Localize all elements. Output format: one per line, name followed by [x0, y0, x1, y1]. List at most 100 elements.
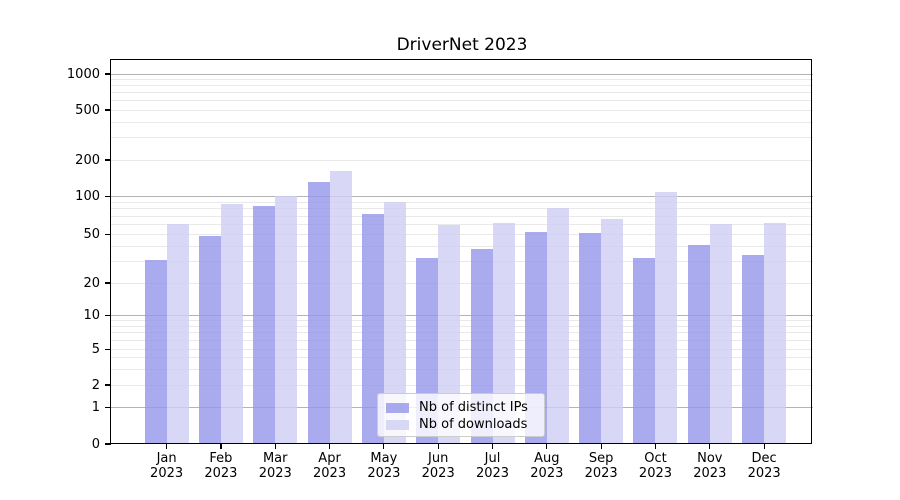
x-tick-label-feb: Feb 2023	[204, 451, 238, 481]
bar-downloads-apr	[329, 171, 352, 444]
x-tick-jan	[166, 444, 168, 449]
y-tick-label-1000: 1000	[66, 66, 100, 82]
x-tick-aug	[546, 444, 548, 449]
major-gridline	[111, 314, 813, 316]
y-tick-label-0: 0	[91, 436, 100, 452]
x-tick-label-jan: Jan 2023	[150, 451, 184, 481]
x-tick-dec	[763, 444, 765, 449]
legend-swatch-downloads	[386, 419, 409, 430]
bar-downloads-aug	[546, 207, 569, 444]
minor-gridline	[111, 100, 813, 102]
bar-downloads-oct	[655, 191, 678, 444]
x-tick-label-sep: Sep 2023	[584, 451, 618, 481]
x-tick-label-dec: Dec 2023	[747, 451, 781, 481]
bar-distinct-ips-may	[361, 213, 384, 444]
bar-downloads-dec	[764, 222, 787, 444]
y-tick-50	[105, 233, 111, 236]
bar-distinct-ips-dec	[742, 254, 765, 444]
minor-gridline	[111, 332, 813, 334]
x-tick-sep	[600, 444, 602, 449]
bar-downloads-sep	[601, 218, 624, 444]
bar-distinct-ips-jan	[144, 259, 167, 444]
x-tick-label-nov: Nov 2023	[693, 451, 727, 481]
minor-gridline	[111, 85, 813, 87]
y-tick-label-50: 50	[83, 227, 100, 242]
bar-distinct-ips-mar	[253, 206, 276, 444]
y-tick-label-5: 5	[91, 341, 100, 357]
bar-distinct-ips-nov	[687, 245, 710, 444]
y-tick-label-10: 10	[83, 307, 100, 323]
minor-gridline	[111, 159, 813, 161]
minor-gridline	[111, 319, 813, 321]
y-tick-label-200: 200	[75, 152, 100, 168]
minor-gridline	[111, 357, 813, 359]
bar-downloads-may	[383, 202, 406, 444]
y-tick-2	[105, 384, 111, 386]
bar-downloads-jan	[166, 223, 189, 444]
y-tick-label-500: 500	[75, 102, 100, 118]
bar-distinct-ips-sep	[579, 233, 602, 444]
bar-downloads-feb	[220, 204, 243, 444]
x-tick-label-jul: Jul 2023	[475, 451, 510, 481]
y-tick-100	[105, 196, 111, 198]
legend-label-distinct-ips: Nb of distinct IPs	[419, 400, 528, 415]
minor-gridline	[111, 109, 813, 111]
minor-gridline	[111, 201, 813, 203]
y-tick-20	[105, 282, 111, 284]
y-tick-5	[105, 348, 111, 350]
y-tick-label-100: 100	[75, 189, 100, 205]
minor-gridline	[111, 348, 813, 350]
minor-gridline	[111, 282, 813, 284]
bar-distinct-ips-aug	[524, 232, 547, 444]
y-tick-1	[105, 406, 111, 408]
x-tick-label-jun: Jun 2023	[421, 451, 455, 481]
x-tick-jul	[491, 444, 494, 449]
x-tick-apr	[328, 444, 331, 449]
bar-distinct-ips-feb	[198, 235, 221, 444]
y-tick-10	[105, 314, 111, 316]
y-tick-0	[105, 443, 111, 445]
bar-downloads-mar	[275, 196, 298, 444]
chart-title: DriverNet 2023	[396, 35, 528, 55]
minor-gridline	[111, 215, 813, 217]
y-tick-label-20: 20	[83, 275, 100, 291]
x-tick-label-apr: Apr 2023	[313, 451, 347, 481]
major-gridline	[111, 196, 813, 198]
minor-gridline	[111, 325, 813, 327]
bar-downloads-nov	[709, 223, 732, 444]
legend-swatch-distinct-ips	[386, 402, 409, 413]
legend-label-downloads: Nb of downloads	[419, 417, 528, 432]
y-tick-label-1: 1	[91, 399, 100, 415]
minor-gridline	[111, 78, 813, 80]
minor-gridline	[111, 261, 813, 263]
bar-distinct-ips-oct	[633, 258, 656, 444]
x-tick-label-aug: Aug 2023	[530, 451, 564, 481]
minor-gridline	[111, 245, 813, 247]
y-tick-label-2: 2	[91, 377, 100, 393]
minor-gridline	[111, 137, 813, 139]
bar-distinct-ips-apr	[307, 181, 330, 444]
minor-gridline	[111, 121, 813, 123]
minor-gridline	[111, 384, 813, 386]
minor-gridline	[111, 208, 813, 210]
minor-gridline	[111, 368, 813, 370]
x-tick-jun	[437, 444, 439, 449]
x-tick-may	[383, 444, 385, 449]
x-tick-label-mar: Mar 2023	[258, 451, 292, 481]
minor-gridline	[111, 224, 813, 226]
minor-gridline	[111, 92, 813, 94]
x-tick-mar	[274, 444, 276, 449]
major-gridline	[111, 73, 813, 75]
x-tick-label-may: May 2023	[367, 451, 401, 481]
x-tick-feb	[220, 444, 222, 449]
bar-downloads-jul	[492, 222, 515, 444]
y-tick-1000	[105, 73, 111, 75]
y-tick-200	[105, 159, 111, 161]
bar-downloads-jun	[438, 225, 461, 444]
legend: Nb of distinct IPs Nb of downloads	[377, 393, 545, 437]
y-tick-500	[105, 109, 111, 111]
x-tick-label-oct: Oct 2023	[638, 451, 673, 481]
minor-gridline	[111, 339, 813, 341]
minor-gridline	[111, 234, 813, 235]
